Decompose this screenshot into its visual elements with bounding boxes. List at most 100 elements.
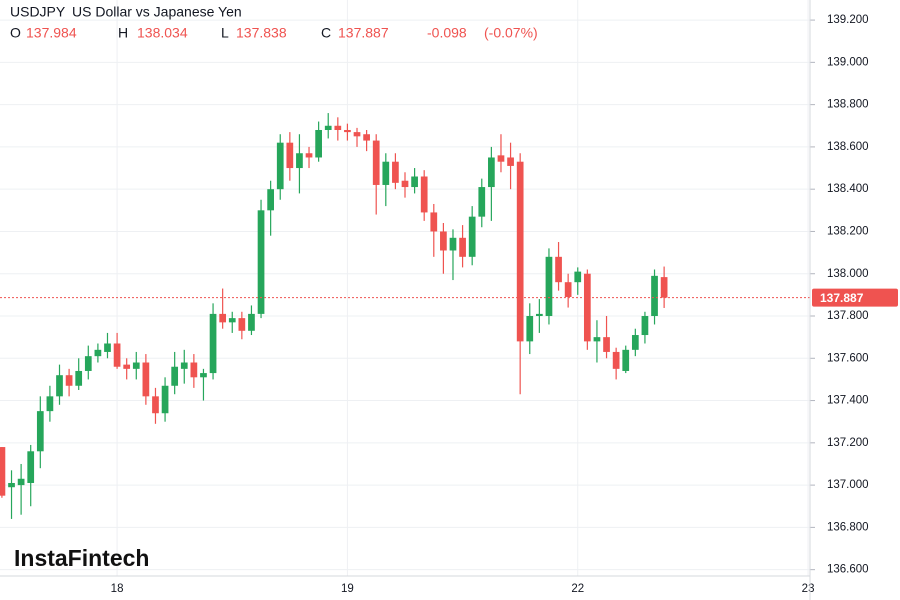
- candle-body: [238, 318, 246, 331]
- candle-body: [209, 313, 217, 374]
- candle-body: [555, 256, 562, 283]
- candle-body: [171, 366, 179, 386]
- ohlc-label: L: [221, 25, 229, 41]
- candle-body: [296, 153, 303, 169]
- candle-body: [228, 318, 236, 323]
- instrument-name: US Dollar vs Japanese Yen: [72, 4, 242, 20]
- candle-body: [0, 447, 6, 496]
- candle-body: [641, 316, 649, 336]
- candle-body: [180, 362, 188, 369]
- candle-body: [286, 142, 294, 169]
- y-tick-label: 137.400: [827, 395, 869, 407]
- candle-body: [344, 129, 351, 133]
- y-tick-label: 137.200: [827, 437, 869, 449]
- change: -0.098: [427, 25, 467, 41]
- candle-body: [593, 337, 601, 342]
- candle-body: [440, 231, 447, 251]
- candle-body: [459, 237, 466, 257]
- candle-body: [382, 161, 390, 185]
- candle-body: [200, 373, 207, 378]
- candle-body: [363, 134, 370, 141]
- candle-body: [84, 356, 92, 371]
- header: USDJPY US Dollar vs Japanese Yen O 137.9…: [10, 4, 538, 41]
- candle-body: [8, 482, 15, 488]
- candle-body: [660, 277, 668, 298]
- candle-body: [248, 313, 255, 331]
- candle-body: [267, 189, 274, 211]
- ohlc-label: C: [321, 25, 331, 41]
- symbol: USDJPY: [10, 4, 66, 20]
- candle-body: [411, 176, 418, 188]
- current-price-box: [812, 288, 898, 307]
- candle-body: [161, 385, 169, 414]
- y-tick-label: 137.000: [827, 479, 869, 491]
- candle-body: [516, 161, 524, 342]
- y-tick-label: 138.600: [827, 141, 869, 153]
- change-percent: (-0.07%): [484, 25, 538, 41]
- x-tick-label: 22: [571, 583, 584, 595]
- ohlc-value: 137.838: [236, 25, 287, 41]
- current-price-label: 137.887: [820, 291, 864, 305]
- candle-body: [315, 129, 322, 158]
- y-tick-label: 138.200: [827, 225, 869, 237]
- candle-body: [353, 132, 361, 137]
- plot-area: [0, 113, 810, 519]
- x-tick-label: 23: [802, 583, 815, 595]
- candle-body: [478, 187, 486, 217]
- candle-body: [46, 396, 54, 412]
- candle-body: [574, 271, 582, 283]
- candle-body: [17, 478, 25, 486]
- candle-body: [190, 362, 198, 378]
- candle-body: [449, 237, 457, 251]
- x-tick-label: 18: [111, 583, 124, 595]
- ohlc-label: H: [118, 25, 128, 41]
- ohlc-value: 138.034: [137, 25, 188, 41]
- grid: [0, 0, 810, 576]
- candle-body: [420, 176, 428, 213]
- candle-body: [392, 161, 399, 183]
- candle-body: [94, 349, 102, 357]
- y-tick-label: 138.800: [827, 99, 869, 111]
- y-tick-label: 139.000: [827, 56, 869, 68]
- candle-body: [276, 142, 284, 190]
- candle-body: [132, 362, 140, 369]
- ohlc-value: 137.887: [338, 25, 389, 41]
- candle-body: [545, 256, 553, 317]
- candle-body: [27, 451, 35, 483]
- candle-body: [651, 275, 658, 317]
- y-tick-label: 137.800: [827, 310, 869, 322]
- y-tick-label: 138.400: [827, 183, 869, 195]
- y-tick-label: 137.600: [827, 352, 869, 364]
- candle-body: [507, 157, 514, 166]
- ohlc-value: 137.984: [26, 25, 77, 41]
- y-tick-label: 136.800: [827, 521, 869, 533]
- candle-body: [564, 282, 572, 297]
- price-axis: 136.600 136.800 137.000 137.200 137.400 137.6…: [810, 14, 898, 576]
- y-tick-label: 139.200: [827, 14, 869, 26]
- candle-body: [372, 140, 380, 185]
- candle-body: [113, 343, 121, 367]
- candle-body: [526, 316, 534, 342]
- ohlc-label: O: [10, 25, 21, 41]
- candle-body: [324, 125, 332, 130]
- candle-body: [56, 375, 63, 397]
- candle-body: [622, 349, 630, 371]
- candle-body: [401, 180, 409, 188]
- candle-body: [36, 411, 44, 452]
- x-tick-label: 19: [341, 583, 354, 595]
- candle-body: [468, 216, 476, 257]
- candle-body: [65, 375, 73, 386]
- candle-body: [334, 125, 342, 130]
- candle-body: [75, 370, 83, 386]
- y-tick-label: 138.000: [827, 268, 869, 280]
- candle-body: [612, 351, 620, 369]
- time-axis: 18 19 22 23: [111, 583, 815, 595]
- candle-body: [631, 335, 639, 350]
- candle-body: [152, 396, 159, 414]
- candle-body: [603, 337, 610, 352]
- candle-body: [583, 273, 591, 342]
- y-tick-label: 136.600: [827, 564, 869, 576]
- candle-body: [305, 153, 313, 158]
- candle-body: [219, 313, 227, 323]
